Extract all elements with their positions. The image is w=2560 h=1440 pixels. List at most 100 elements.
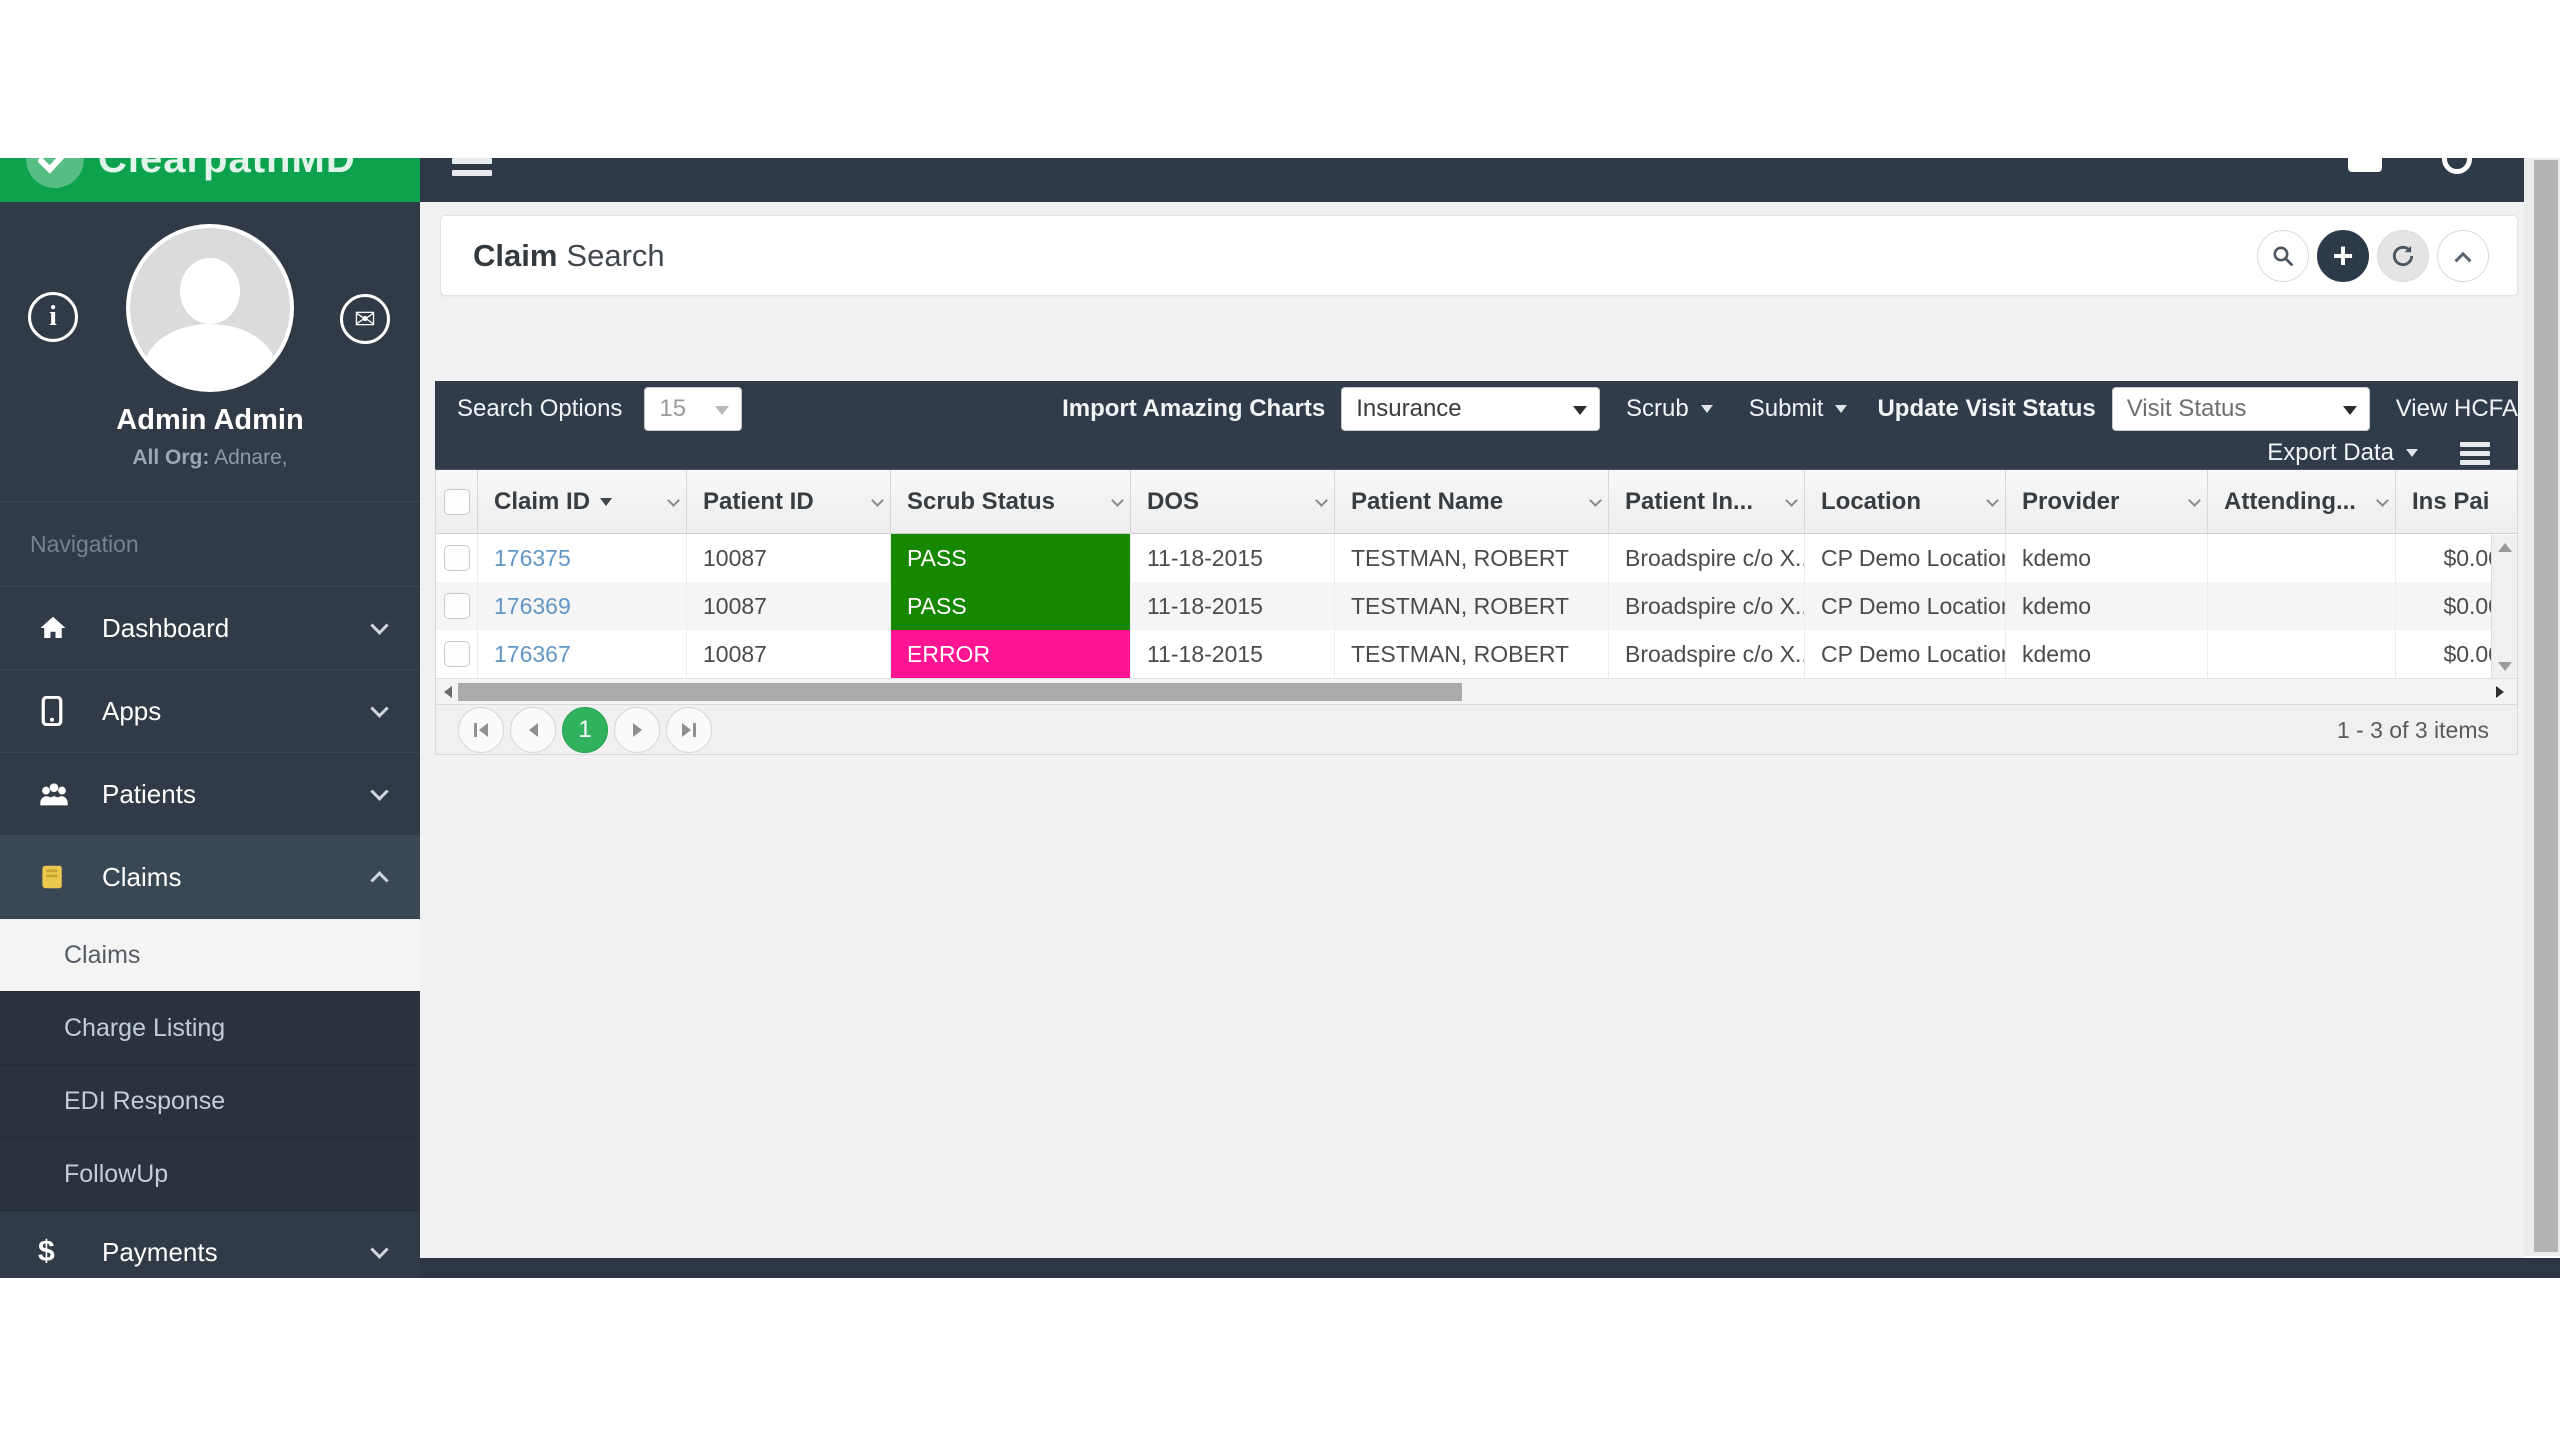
column-menu-icon[interactable] bbox=[1315, 494, 1328, 507]
column-menu-icon[interactable] bbox=[1111, 494, 1124, 507]
table-vertical-scrollbar[interactable] bbox=[2491, 535, 2517, 679]
table-row[interactable]: 176375 10087 PASS 11-18-2015 TESTMAN, RO… bbox=[436, 534, 2517, 582]
avatar-silhouette bbox=[130, 228, 290, 388]
app-logo[interactable]: ClearpathMD bbox=[26, 158, 356, 188]
briefcase-icon[interactable] bbox=[2348, 158, 2382, 172]
select-arrow-icon bbox=[1573, 406, 1588, 415]
info-icon[interactable]: i bbox=[28, 292, 78, 342]
nav-section-label: Navigation bbox=[0, 502, 420, 587]
submenu-item-edi-response[interactable]: EDI Response bbox=[0, 1065, 420, 1138]
plus-icon: + bbox=[2332, 235, 2354, 276]
column-header-claim-id[interactable]: Claim ID bbox=[478, 470, 687, 533]
browser-scrollbar[interactable] bbox=[2524, 158, 2560, 1256]
visit-status-select[interactable]: Visit Status bbox=[2111, 387, 2370, 431]
export-data-dropdown[interactable]: Export Data bbox=[2267, 439, 2418, 467]
column-header-dos[interactable]: DOS bbox=[1131, 470, 1335, 533]
dropdown-arrow-icon bbox=[1835, 405, 1848, 413]
gear-icon[interactable] bbox=[2442, 158, 2472, 174]
submenu-item-followup[interactable]: FollowUp bbox=[0, 1138, 420, 1211]
column-header-provider[interactable]: Provider bbox=[2006, 470, 2208, 533]
horizontal-scroll-thumb[interactable] bbox=[458, 683, 1462, 701]
column-menu-icon[interactable] bbox=[667, 494, 680, 507]
view-hcfa-link[interactable]: View HCFA bbox=[2395, 395, 2518, 422]
app-window: ClearpathMD i ✉ Admin Admin All Org: Adn… bbox=[0, 158, 2560, 1278]
row-checkbox[interactable] bbox=[443, 641, 470, 667]
column-header-patient-name[interactable]: Patient Name bbox=[1335, 470, 1609, 533]
scroll-right-icon[interactable] bbox=[2496, 686, 2504, 698]
select-all-checkbox[interactable] bbox=[443, 488, 470, 515]
column-label: Patient ID bbox=[703, 487, 814, 515]
insurance-select[interactable]: Insurance bbox=[1341, 387, 1601, 431]
column-menu-icon[interactable] bbox=[1589, 494, 1602, 507]
sidebar-item-apps[interactable]: Apps bbox=[0, 670, 420, 753]
claim-id-link[interactable]: 176367 bbox=[478, 630, 687, 678]
browser-scrollbar-thumb[interactable] bbox=[2534, 160, 2558, 1252]
row-checkbox[interactable] bbox=[443, 593, 470, 619]
submit-dropdown-button[interactable]: Submit bbox=[1749, 395, 1848, 423]
sidebar-item-patients[interactable]: Patients bbox=[0, 753, 420, 836]
next-page-icon bbox=[632, 722, 642, 737]
table-horizontal-scrollbar[interactable] bbox=[436, 678, 2517, 704]
dos-cell: 11-18-2015 bbox=[1131, 582, 1335, 630]
refresh-button[interactable] bbox=[2377, 230, 2429, 282]
column-label: Scrub Status bbox=[907, 487, 1056, 515]
column-menu-icon[interactable] bbox=[1986, 494, 1999, 507]
sort-desc-icon bbox=[600, 497, 613, 506]
scroll-left-icon[interactable] bbox=[444, 686, 452, 698]
sidebar-item-claims[interactable]: Claims bbox=[0, 836, 420, 919]
header-actions: + bbox=[2257, 230, 2489, 282]
column-header-patient-ins[interactable]: Patient In... bbox=[1609, 470, 1805, 533]
page-number-button[interactable]: 1 bbox=[562, 706, 608, 753]
row-select-cell bbox=[436, 534, 478, 582]
page-title: Claim Search bbox=[473, 238, 665, 274]
patient-name-cell: TESTMAN, ROBERT bbox=[1335, 534, 1609, 582]
sidebar-toggle-icon[interactable] bbox=[452, 158, 492, 182]
claim-id-link[interactable]: 176369 bbox=[478, 582, 687, 630]
search-button[interactable] bbox=[2257, 230, 2309, 282]
claim-id-link[interactable]: 176375 bbox=[478, 534, 687, 582]
last-bar bbox=[693, 722, 696, 737]
patient-name-cell: TESTMAN, ROBERT bbox=[1335, 582, 1609, 630]
avatar-body bbox=[144, 324, 276, 388]
avatar-head bbox=[180, 258, 240, 324]
table-row[interactable]: 176369 10087 PASS 11-18-2015 TESTMAN, RO… bbox=[436, 582, 2517, 630]
submenu-item-claims[interactable]: Claims bbox=[0, 919, 420, 992]
column-header-attending[interactable]: Attending... bbox=[2208, 470, 2396, 533]
previous-page-button[interactable] bbox=[510, 706, 556, 753]
messages-icon[interactable]: ✉ bbox=[340, 294, 390, 344]
patient-name-cell: TESTMAN, ROBERT bbox=[1335, 630, 1609, 678]
column-header-ins-paid[interactable]: Ins Pai bbox=[2396, 470, 2517, 533]
provider-cell: kdemo bbox=[2006, 534, 2208, 582]
envelope-glyph: ✉ bbox=[354, 303, 376, 334]
column-header-patient-id[interactable]: Patient ID bbox=[687, 470, 891, 533]
grid-menu-icon[interactable] bbox=[2460, 438, 2490, 469]
scrub-label: Scrub bbox=[1626, 395, 1689, 422]
add-button[interactable]: + bbox=[2317, 230, 2369, 282]
scroll-down-icon[interactable] bbox=[2498, 662, 2512, 671]
column-menu-icon[interactable] bbox=[2188, 494, 2201, 507]
submenu-item-charge-listing[interactable]: Charge Listing bbox=[0, 992, 420, 1065]
page-size-select[interactable]: 15 bbox=[644, 387, 743, 431]
column-label: Claim ID bbox=[494, 487, 591, 515]
claims-table: Claim ID Patient ID Scrub Status DOS Pat… bbox=[435, 469, 2518, 705]
sidebar-item-dashboard[interactable]: Dashboard bbox=[0, 587, 420, 670]
page-title-rest: Search bbox=[566, 237, 665, 273]
column-menu-icon[interactable] bbox=[1785, 494, 1798, 507]
table-row[interactable]: 176367 10087 ERROR 11-18-2015 TESTMAN, R… bbox=[436, 630, 2517, 678]
sidebar-item-payments[interactable]: $ Payments bbox=[0, 1211, 420, 1278]
column-menu-icon[interactable] bbox=[871, 494, 884, 507]
first-page-button[interactable] bbox=[458, 706, 504, 753]
sidebar-item-label: Patients bbox=[102, 778, 196, 809]
column-header-location[interactable]: Location bbox=[1805, 470, 2006, 533]
next-page-button[interactable] bbox=[614, 706, 660, 753]
scroll-up-icon[interactable] bbox=[2498, 543, 2512, 552]
scrub-dropdown-button[interactable]: Scrub bbox=[1626, 395, 1713, 423]
avatar[interactable] bbox=[126, 224, 294, 392]
column-header-scrub-status[interactable]: Scrub Status bbox=[891, 470, 1131, 533]
row-checkbox[interactable] bbox=[443, 545, 470, 571]
collapse-button[interactable] bbox=[2437, 230, 2489, 282]
claims-grid-widget: Search Options 15 Import Amazing Charts … bbox=[435, 381, 2518, 755]
column-menu-icon[interactable] bbox=[2376, 494, 2389, 507]
search-options-link[interactable]: Search Options bbox=[457, 395, 623, 422]
last-page-button[interactable] bbox=[666, 706, 712, 753]
